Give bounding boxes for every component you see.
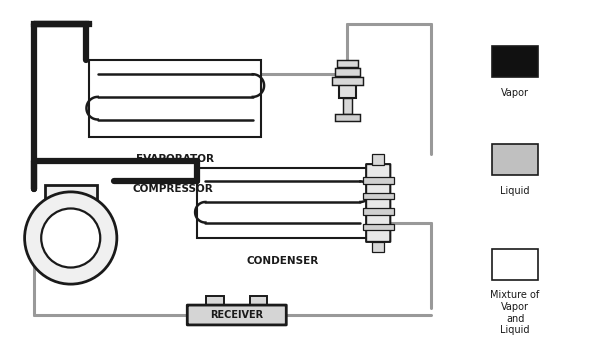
Bar: [492, 248, 538, 280]
Bar: [45, 186, 97, 220]
Bar: [492, 144, 538, 175]
Text: CONDENSER: CONDENSER: [247, 256, 319, 266]
Bar: [197, 168, 369, 238]
Circle shape: [41, 209, 100, 267]
Bar: [206, 296, 224, 305]
Bar: [332, 77, 363, 85]
Bar: [363, 224, 394, 230]
Bar: [337, 60, 358, 67]
Text: Liquid: Liquid: [501, 186, 530, 196]
Bar: [250, 296, 268, 305]
Circle shape: [25, 192, 117, 284]
Text: COMPRESSOR: COMPRESSOR: [132, 184, 213, 194]
Text: Mixture of
Vapor
and
Liquid: Mixture of Vapor and Liquid: [490, 290, 540, 335]
Bar: [373, 241, 384, 252]
FancyBboxPatch shape: [366, 164, 391, 242]
Bar: [363, 177, 394, 184]
Bar: [89, 60, 261, 136]
Bar: [335, 68, 360, 76]
Bar: [335, 114, 360, 121]
Bar: [373, 154, 384, 164]
Text: EVAPORATOR: EVAPORATOR: [137, 154, 214, 164]
Bar: [363, 208, 394, 215]
Bar: [363, 193, 394, 199]
Bar: [343, 98, 352, 114]
Bar: [339, 63, 356, 98]
Text: RECEIVER: RECEIVER: [210, 310, 263, 320]
Text: Vapor: Vapor: [501, 88, 529, 98]
Bar: [492, 46, 538, 77]
FancyBboxPatch shape: [188, 305, 286, 325]
